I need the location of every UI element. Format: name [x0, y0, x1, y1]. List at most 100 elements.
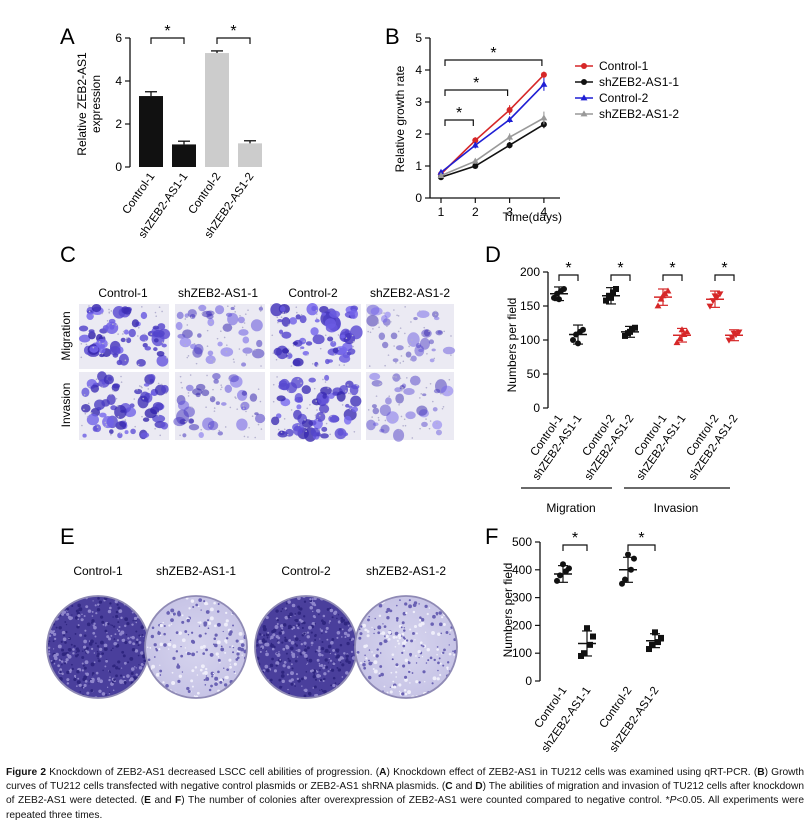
colony [290, 680, 292, 683]
membrane-pore [187, 392, 190, 394]
panel-d-sig-bracket [558, 274, 579, 281]
membrane-pore [410, 321, 412, 323]
colony [328, 657, 331, 660]
panel-a-y-tick-label: 4 [115, 74, 122, 88]
membrane-pore [384, 419, 387, 422]
cell-stain [236, 418, 248, 431]
colony [93, 661, 96, 664]
colony [265, 652, 269, 657]
cell-stain [380, 424, 390, 434]
colony [259, 650, 262, 653]
cell-stain [345, 403, 350, 408]
colony [84, 660, 89, 665]
colony [57, 644, 62, 649]
colony [410, 639, 414, 643]
cell-stain [230, 306, 235, 311]
membrane-pore [303, 340, 305, 342]
membrane-pore [243, 322, 246, 324]
membrane-pore [117, 416, 120, 418]
colony [404, 692, 408, 696]
panel-letter-b: B [385, 24, 400, 49]
panel-f-y-tick-label: 300 [512, 591, 532, 605]
colony [102, 669, 104, 672]
colony [287, 688, 289, 691]
colony [442, 622, 446, 626]
colony [311, 669, 314, 672]
colony [225, 611, 228, 615]
membrane-pore [195, 362, 198, 365]
membrane-pore [138, 385, 141, 387]
colony [184, 647, 187, 649]
colony [303, 676, 306, 678]
colony [80, 618, 84, 622]
colony [119, 679, 124, 684]
colony [316, 658, 320, 662]
colony [438, 611, 442, 615]
colony [101, 620, 105, 624]
colony [366, 634, 370, 638]
cell-stain [139, 334, 149, 342]
colony [363, 660, 366, 663]
cell-stain [393, 428, 405, 442]
colony [220, 645, 223, 648]
colony [433, 658, 436, 662]
colony [295, 618, 299, 623]
panel-d-y-tick-label: 50 [527, 367, 541, 381]
colony [441, 616, 444, 619]
colony [321, 646, 325, 651]
cell-stain [381, 341, 389, 349]
colony [74, 633, 77, 635]
colony [135, 640, 139, 644]
cell-stain [409, 375, 421, 386]
colony [176, 663, 179, 666]
membrane-pore [400, 415, 403, 418]
colony [155, 672, 160, 677]
colony [107, 609, 112, 614]
colony [392, 680, 395, 683]
membrane-pore [333, 353, 336, 356]
colony [240, 643, 245, 648]
colony [320, 629, 324, 632]
colony [129, 656, 134, 661]
colony [269, 678, 273, 682]
colony [60, 660, 64, 663]
membrane-pore [88, 305, 90, 307]
membrane-pore [315, 309, 318, 312]
colony [418, 681, 421, 684]
colony [201, 664, 205, 669]
membrane-pore [296, 311, 298, 314]
membrane-pore [92, 314, 95, 316]
panel-c-col-label-0: Control-1 [98, 286, 148, 300]
colony [130, 667, 135, 671]
colony [61, 663, 63, 666]
membrane-pore [435, 422, 438, 424]
cell-stain [81, 387, 90, 397]
colony [399, 599, 401, 602]
colony [225, 637, 229, 640]
panel-d-point [570, 337, 576, 343]
colony [270, 642, 273, 645]
membrane-pore [433, 357, 436, 360]
colony [83, 683, 87, 688]
colony [401, 641, 406, 646]
panel-d-y-tick-label: 0 [533, 401, 540, 415]
membrane-pore [350, 392, 352, 395]
cell-stain [324, 318, 336, 329]
cell-stain [82, 433, 87, 438]
cell-stain [140, 432, 150, 438]
cell-stain [278, 329, 284, 335]
membrane-pore [442, 405, 445, 408]
colony [321, 654, 324, 657]
colony [84, 629, 87, 632]
panel-f-sig-star: * [572, 530, 578, 547]
colony [117, 621, 120, 624]
cell-stain [311, 305, 317, 312]
cell-stain [137, 395, 149, 409]
colony [77, 618, 80, 620]
colony [303, 615, 306, 618]
colony [83, 639, 87, 644]
colony [212, 672, 215, 675]
cell-stain [144, 346, 152, 351]
colony [71, 667, 74, 671]
cell-stain [152, 329, 165, 338]
